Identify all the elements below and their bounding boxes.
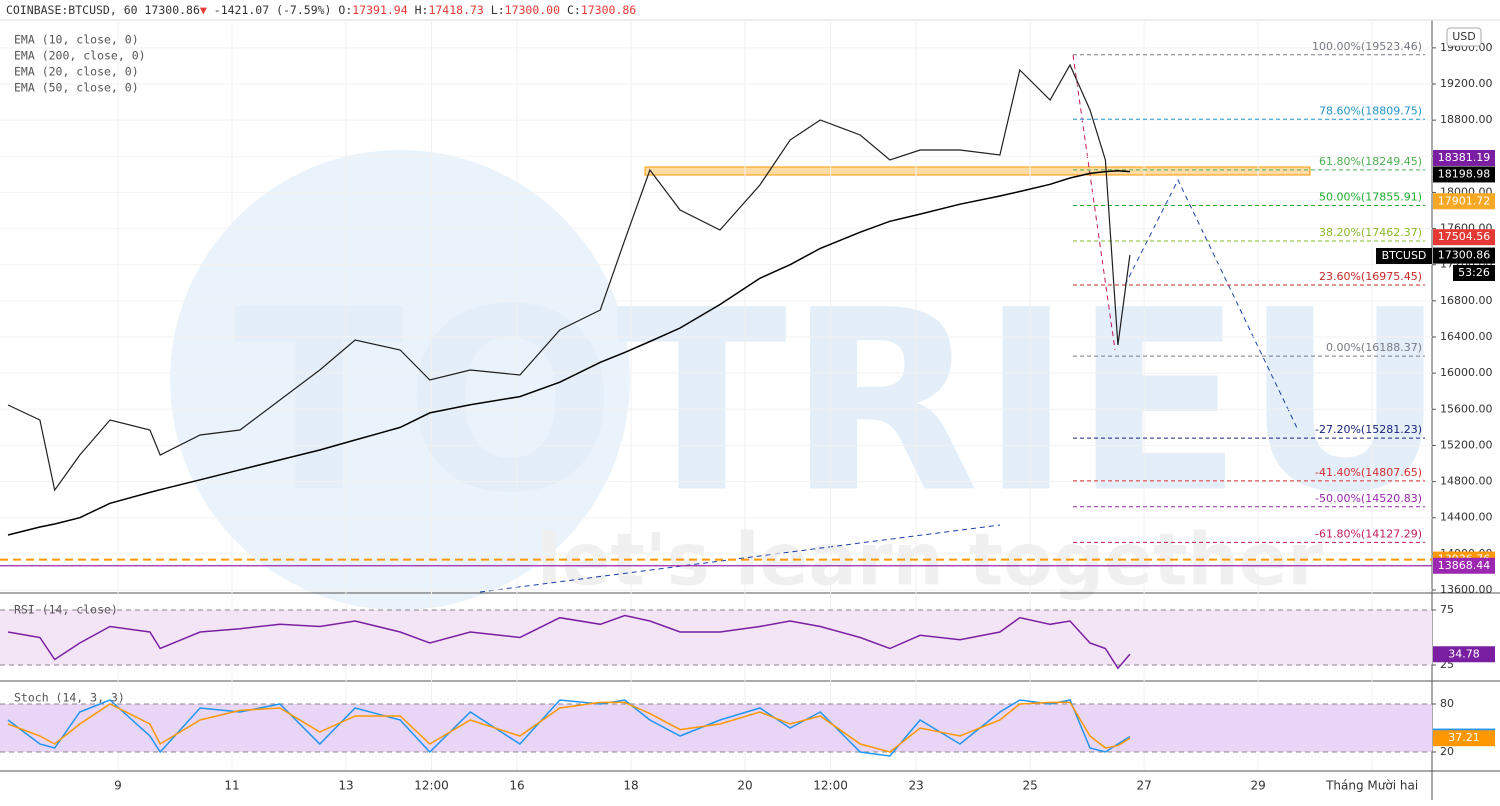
fib-label: -27.20%(15281.23) (1315, 423, 1422, 436)
band (0, 704, 1432, 752)
pane-title: Stoch (14, 3, 3) (14, 691, 125, 705)
header: COINBASE:BTCUSD, 60 17300.86▼ -1421.07 (… (6, 3, 636, 17)
price-tag-label: 17901.72 (1438, 194, 1491, 207)
price-tag (1433, 229, 1495, 246)
ohlc-label: C: (567, 3, 581, 17)
y-tick-label: 75 (1440, 603, 1454, 616)
series-line (7, 63, 1131, 492)
y-tick-label: 18800.00 (1440, 113, 1493, 126)
y-tick-label: 15200.00 (1440, 438, 1493, 451)
price-tag (1433, 193, 1495, 210)
ohlc-value: 17300.86 (581, 3, 636, 17)
price-tag (1433, 149, 1495, 166)
fib-label: -41.40%(14807.65) (1315, 466, 1422, 479)
y-tick-label: 13600.00 (1440, 583, 1493, 596)
fib-label: 0.00%(16188.37) (1326, 341, 1422, 354)
price-tag-label: 17504.56 (1438, 230, 1491, 243)
series-line (7, 169, 1130, 536)
fib-label: -50.00%(14520.83) (1315, 492, 1422, 505)
ohlc-value: 17300.00 (505, 3, 560, 17)
fib-label: 61.80%(18249.45) (1319, 155, 1422, 168)
price-tag-label: 13868.44 (1438, 559, 1491, 572)
indicator-label: EMA (20, close, 0) (14, 65, 139, 79)
y-tick-label: 19200.00 (1440, 77, 1493, 90)
y-tick-label: 15600.00 (1440, 402, 1493, 415)
fib-label: 100.00%(19523.46) (1312, 40, 1422, 53)
ohlc-label: L: (491, 3, 505, 17)
x-tick-label: 9 (114, 779, 122, 793)
series-line (7, 614, 1131, 670)
fib-label: 38.20%(17462.37) (1319, 226, 1422, 239)
series-line (7, 701, 1131, 753)
price-tag-label: 18198.98 (1438, 167, 1491, 180)
fib-label: 23.60%(16975.45) (1319, 270, 1422, 283)
fib-label: 78.60%(18809.75) (1319, 104, 1422, 117)
symbol: COINBASE:BTCUSD, 60 (6, 3, 138, 17)
indicator-label: EMA (200, close, 0) (14, 49, 146, 63)
arrow: ▼ (200, 3, 207, 17)
change: -1421.07 (-7.59%) (214, 3, 332, 17)
y-tick-label: 16000.00 (1440, 366, 1493, 379)
x-tick-label: 18 (623, 779, 638, 793)
x-tick-label: 13 (338, 779, 353, 793)
watermark-title: TOTRIEU (234, 256, 1447, 547)
currency: USD (1452, 30, 1476, 43)
y-tick-label: 80 (1440, 697, 1454, 710)
indicator-label: EMA (50, close, 0) (14, 81, 139, 95)
last: 17300.86 (145, 3, 200, 17)
x-tick-label: 20 (737, 779, 752, 793)
y-tick-label: 14800.00 (1440, 475, 1493, 488)
resistance-zone (644, 166, 1311, 176)
x-tick-label: 27 (1136, 779, 1151, 793)
symbol-tag-label: BTCUSD (1382, 249, 1427, 262)
pane-title: RSI (14, close) (14, 603, 118, 617)
price-tag (1433, 557, 1495, 574)
x-tick-label: Tháng Mười hai (1325, 779, 1418, 793)
band (0, 609, 1432, 666)
price-tag (1433, 247, 1495, 264)
price-tag (1433, 166, 1495, 183)
ohlc-label: O: (338, 3, 352, 17)
y-tick-label: 20 (1440, 745, 1454, 758)
fib-label: 50.00%(17855.91) (1319, 190, 1422, 203)
x-tick-label: 12:00 (414, 779, 449, 793)
price-tag-label: 17300.86 (1438, 249, 1491, 262)
projection-arrow (1124, 178, 1299, 431)
ohlc-value: 17391.94 (352, 3, 407, 17)
ohlc-label: H: (415, 3, 429, 17)
trend-arrow (479, 524, 1001, 593)
series-line (7, 699, 1131, 757)
fib-label: -61.80%(14127.29) (1315, 527, 1422, 540)
price-tag-label: 18381.19 (1438, 151, 1491, 164)
currency-box (1446, 27, 1482, 47)
indicator-label: EMA (10, close, 0) (14, 33, 139, 47)
price-tag-label: 37.21 (1448, 731, 1480, 744)
price-tag (1433, 646, 1495, 663)
price-tag-label: 34.78 (1448, 647, 1480, 660)
countdown-tag (1453, 265, 1495, 281)
x-tick-label: 11 (224, 779, 239, 793)
ohlc-value: 17418.73 (428, 3, 483, 17)
x-tick-label: 25 (1022, 779, 1037, 793)
fib-anchor (1072, 54, 1116, 351)
symbol-tag (1376, 248, 1432, 264)
x-tick-label: 12:00 (813, 779, 848, 793)
price-tag (1433, 730, 1495, 747)
y-tick-label: 16400.00 (1440, 330, 1493, 343)
countdown: 53:26 (1458, 266, 1490, 279)
y-tick-label: 16800.00 (1440, 294, 1493, 307)
y-tick-label: 14400.00 (1440, 511, 1493, 524)
layer: 9 11 13 12:00 16 18 20 12:00 23 25 27 29 Tháng Mười … (0, 22, 1495, 793)
x-tick-label: 23 (908, 779, 923, 793)
x-tick-label: 29 (1250, 779, 1265, 793)
x-tick-label: 16 (509, 779, 524, 793)
